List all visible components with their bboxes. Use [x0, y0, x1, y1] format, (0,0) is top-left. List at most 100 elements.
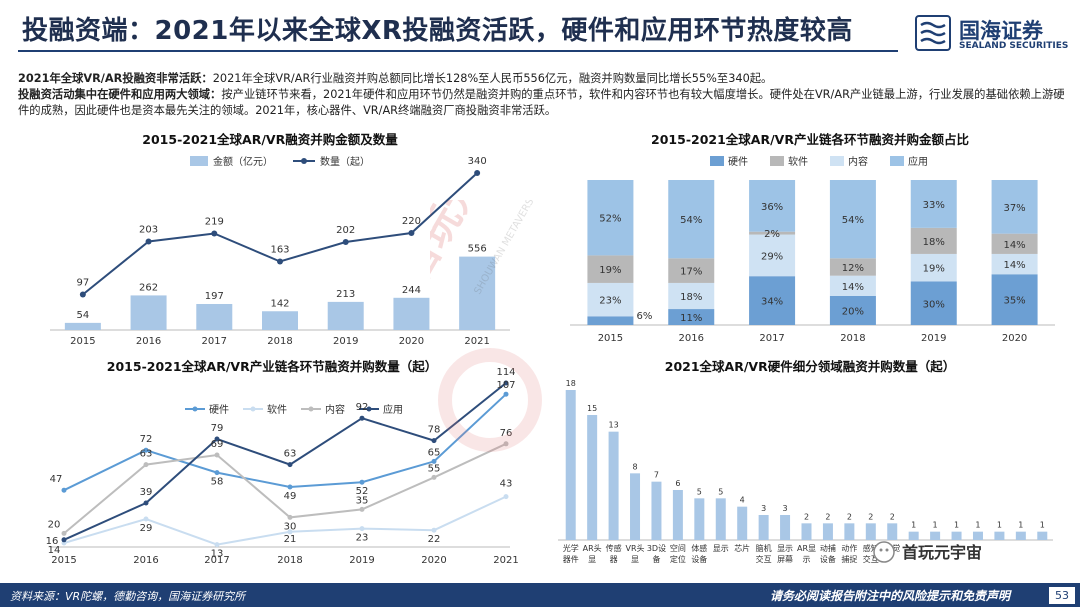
summary-paragraph-2: 投融资活动集中在硬件和应用两大领域：按产业链环节来看，2021年硬件和应用环节仍…: [18, 87, 1066, 119]
chart2-segment: [910, 281, 957, 325]
chart3-point: [61, 537, 67, 543]
title-divider: [18, 50, 898, 52]
page-number: 53: [1049, 587, 1075, 604]
chart3-point: [359, 506, 365, 512]
chart3-point: [287, 529, 293, 535]
chart4-x-tick-line2: 捕捉: [841, 554, 857, 564]
chart3-x-tick: 2021: [493, 555, 518, 566]
chart4-bar: [587, 415, 598, 540]
chart4-bar-label: 1: [1040, 521, 1045, 530]
chart1-count-label: 97: [76, 278, 89, 289]
chart3-point-label: 20: [48, 519, 61, 530]
chart2-segment: [829, 258, 876, 276]
summary-p2-heading: 投融资活动集中在硬件和应用两大领域：: [18, 88, 222, 101]
chart4-bar: [694, 498, 705, 540]
chart2-segment-label: 36%: [761, 202, 783, 213]
logo-text-en: SEALAND SECURITIES: [959, 41, 1069, 51]
chart1-count-label: 163: [270, 245, 289, 256]
chart2-segment: [587, 255, 634, 283]
chart2-segment-label: 54%: [842, 215, 864, 226]
chart2-segment-label: 30%: [923, 299, 945, 310]
chart1-count-point: [145, 238, 152, 245]
chart4-x-tick-line2: 显: [631, 555, 639, 564]
chart2-legend-swatch: [710, 156, 724, 166]
chart1-bar-label: 262: [139, 282, 158, 293]
chart1-bar: [459, 256, 496, 330]
chart2-segment: [587, 180, 634, 256]
wechat-icon-eye-left: [879, 548, 883, 552]
chart1-x-tick: 2021: [464, 336, 489, 347]
chart4-x-tick: VR头: [626, 543, 645, 553]
chart3-point-label: 49: [284, 491, 297, 502]
footer-bar: 资料来源：VR陀螺，德勤咨询，国海证券研究所 请务必阅读报告附注中的风险提示和免…: [0, 583, 1080, 607]
chart4-x-tick-line2: 设备: [691, 554, 707, 564]
chart4-x-tick-line2: 器: [610, 555, 618, 564]
watermark-badge-text: 首玩元宇宙: [902, 543, 982, 562]
chart3-point-label: 16: [46, 536, 59, 547]
chart4-x-tick: 动作: [841, 543, 857, 553]
chart2-segment: [749, 180, 796, 232]
chart4-x-tick-line2: 显: [588, 555, 596, 564]
chart3-point-label: 72: [140, 434, 153, 445]
chart2-segment-label: 14%: [1003, 240, 1025, 251]
chart4-x-tick-line2: 交互: [756, 554, 772, 564]
chart3-point-label: 65: [428, 447, 441, 458]
chart4-bar: [780, 515, 791, 540]
chart2-segment-label: 29%: [761, 251, 783, 262]
chart2-segment: [587, 316, 634, 325]
chart1-bar: [262, 311, 298, 330]
chart1-bar-label: 197: [205, 291, 224, 302]
chart-amount-count: 2015-2021全球AR/VR融资并购金额及数量 金额（亿元） 数量（起） 5…: [50, 132, 510, 347]
chart4-bar-label: 3: [761, 504, 766, 513]
chart4-bar-label: 1: [954, 521, 959, 530]
chart3-point: [214, 470, 220, 476]
chart3-point: [503, 494, 509, 500]
chart1-count-point: [342, 239, 349, 245]
chart3-point: [287, 514, 293, 520]
chart3-point-label: 22: [428, 534, 441, 545]
brand-logo: 国海证券 SEALAND SECURITIES: [915, 13, 1075, 55]
chart3-legend-label: 软件: [267, 403, 287, 416]
chart3-legend-dot: [366, 406, 372, 412]
chart4-bar: [972, 531, 983, 540]
chart3-point-label: 69: [211, 439, 224, 450]
chart3-point-label: 39: [140, 487, 153, 498]
chart4-bar: [651, 481, 662, 540]
chart2-segment: [668, 309, 715, 325]
chart4-x-tick: AR头: [583, 543, 602, 553]
chart2-segment: [991, 274, 1038, 325]
chart1-bar: [130, 295, 167, 330]
chart3-point-label: 58: [211, 477, 224, 488]
chart4-bar-label: 2: [825, 512, 830, 521]
wechat-icon: [873, 541, 895, 563]
chart3-point: [143, 516, 149, 522]
chart3-point: [61, 530, 67, 536]
chart2-segment-label: 37%: [1003, 203, 1025, 214]
chart3-point: [214, 452, 220, 458]
chart2-segment: [991, 253, 1038, 275]
chart4-bar-label: 2: [868, 512, 873, 521]
chart1-count-point: [211, 230, 218, 237]
chart2-segment: [829, 180, 876, 259]
chart2-x-tick: 2020: [1002, 333, 1027, 344]
chart4-bar-label: 1: [1018, 521, 1023, 530]
chart1-x-tick: 2020: [399, 336, 424, 347]
chart2-segment-label: 11%: [680, 313, 702, 324]
chart3-point: [287, 462, 293, 468]
footer-disclaimer: 请务必阅读报告附注中的风险提示和免责声明: [770, 589, 1011, 603]
chart2-segment-label: 54%: [680, 215, 702, 226]
chart4-bar-label: 3: [783, 504, 788, 513]
chart4-bar: [801, 523, 812, 540]
chart2-segment-label: 34%: [761, 297, 783, 308]
chart1-legend: 金额（亿元） 数量（起）: [190, 155, 370, 168]
chart2-segment: [829, 275, 876, 296]
chart4-bar-label: 15: [587, 404, 597, 413]
chart3-point: [143, 447, 149, 453]
chart1-bar-label: 54: [76, 310, 89, 321]
chart3-point-label: 79: [211, 423, 224, 434]
chart3-point: [143, 500, 149, 506]
chart1-bar: [196, 303, 233, 330]
chart1-bar: [64, 322, 101, 330]
chart1-legend-line-label: 数量（起）: [320, 155, 370, 168]
chart3-legend-label: 硬件: [209, 404, 229, 416]
